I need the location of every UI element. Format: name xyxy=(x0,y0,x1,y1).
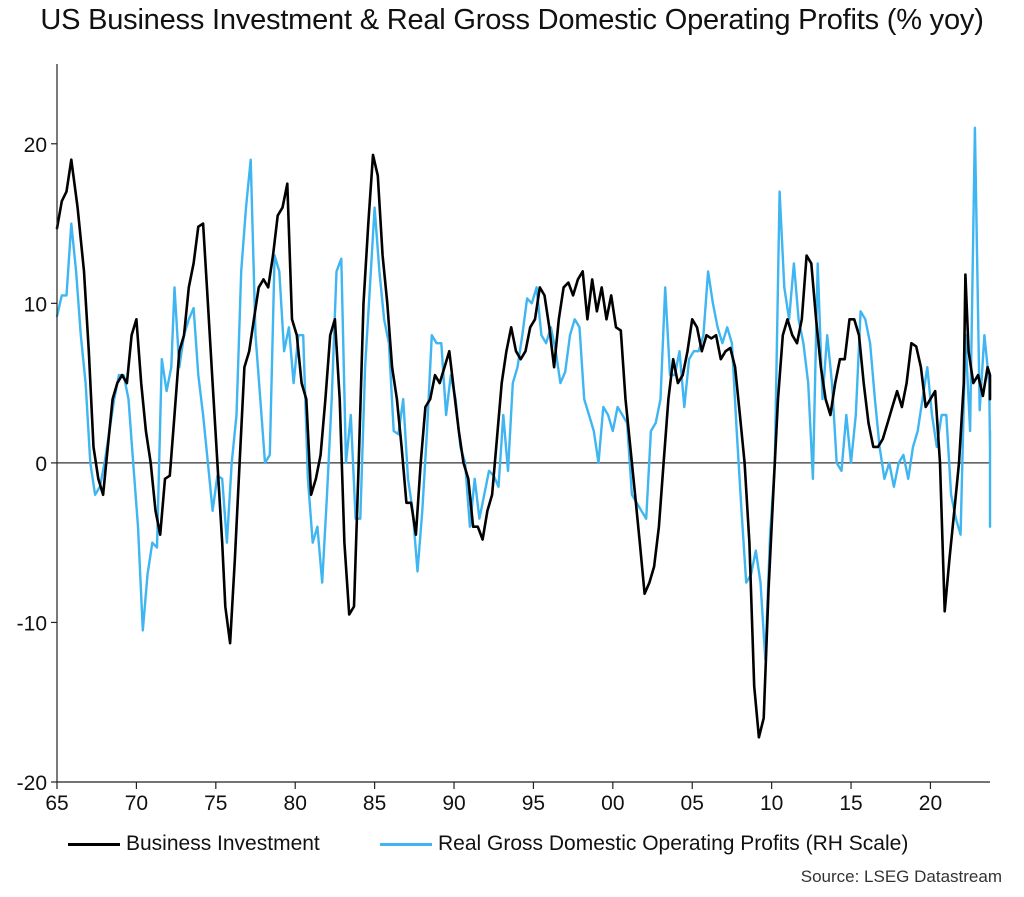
x-axis-ticks: 65 70 75 80 85 90 95 00 05 10 15 20 xyxy=(45,782,942,815)
x-tick-label: 90 xyxy=(442,792,465,815)
y-axis-ticks: 20 10 0 -10 -20 xyxy=(17,134,57,795)
x-tick-label: 15 xyxy=(839,792,862,815)
x-tick-label: 80 xyxy=(284,792,307,815)
legend-swatch xyxy=(68,842,120,846)
legend-label: Business Investment xyxy=(126,832,320,855)
y-tick-label: -20 xyxy=(17,772,47,795)
y-tick-label: 20 xyxy=(24,134,47,157)
x-tick-label: 00 xyxy=(601,792,624,815)
y-tick-label: 0 xyxy=(35,453,47,476)
y-tick-label: 10 xyxy=(24,293,47,316)
legend-item-operating-profits: Real Gross Domestic Operating Profits (R… xyxy=(380,830,908,858)
x-tick-label: 95 xyxy=(522,792,545,815)
x-tick-label: 65 xyxy=(45,792,68,815)
legend-label: Real Gross Domestic Operating Profits (R… xyxy=(438,832,909,855)
x-tick-label: 75 xyxy=(204,792,227,815)
x-tick-label: 20 xyxy=(919,792,942,815)
chart-title: US Business Investment & Real Gross Dome… xyxy=(40,4,984,36)
x-tick-label: 10 xyxy=(760,792,783,815)
x-tick-label: 70 xyxy=(125,792,148,815)
series-layer xyxy=(55,126,992,739)
source-note: Source: LSEG Datastream xyxy=(800,867,1002,886)
x-tick-label: 85 xyxy=(363,792,386,815)
legend-item-business-investment: Business Investment xyxy=(68,830,320,858)
series-line-operating-profits xyxy=(55,126,992,661)
series-line-business-investment xyxy=(55,153,992,739)
legend-swatch xyxy=(380,842,432,846)
y-tick-label: -10 xyxy=(17,612,47,635)
x-tick-label: 05 xyxy=(681,792,704,815)
